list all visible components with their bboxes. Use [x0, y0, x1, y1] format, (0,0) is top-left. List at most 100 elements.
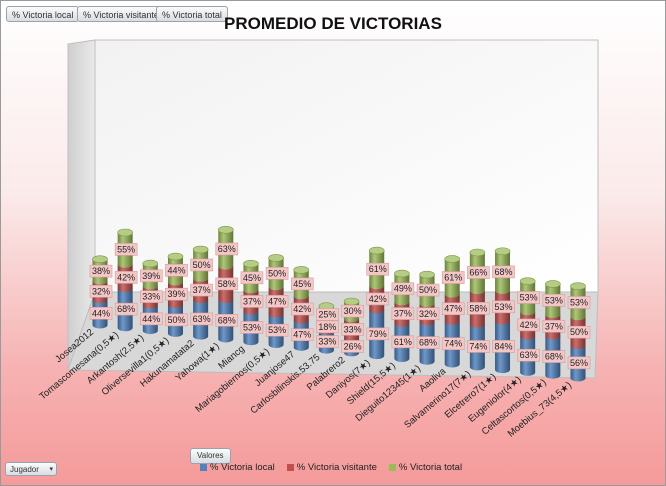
data-label: 37% — [193, 285, 211, 295]
data-label-box — [265, 323, 289, 337]
bar-group-12: 61% 37% 49% — [391, 269, 415, 362]
legend: % Victoria local % Victoria visitante % … — [200, 462, 462, 473]
data-label: 42% — [293, 304, 311, 314]
data-label-box — [517, 348, 540, 362]
data-label: 58% — [469, 303, 487, 313]
data-label: 68% — [218, 315, 236, 325]
bar-top-cap — [293, 266, 310, 274]
data-label-box — [140, 312, 163, 326]
data-label-box — [366, 262, 390, 276]
legend-label-total: % Victoria total — [398, 462, 463, 473]
bar-group-16: 84% 53% 68% — [492, 247, 515, 374]
data-label: 84% — [495, 341, 513, 351]
bar-group-14: 74% 47% 61% — [441, 255, 465, 368]
data-label: 63% — [193, 314, 211, 324]
bar-top-cap — [419, 270, 435, 279]
data-label-box — [416, 307, 440, 321]
bar-group-11: 79% 42% 61% — [366, 246, 390, 360]
chart-title: PROMEDIO DE VICTORIAS — [224, 14, 442, 33]
bar-group-4: 63% 37% 50% — [190, 245, 213, 340]
bar-group-9: 33% 18% 25% — [316, 302, 339, 354]
data-label-box — [290, 302, 314, 316]
data-label: 37% — [394, 309, 412, 319]
bar-group-3: 50% 39% 44% — [165, 252, 188, 337]
data-label: 50% — [570, 327, 588, 337]
bar-group-1: 68% 42% 55% — [114, 228, 138, 332]
data-label: 44% — [92, 308, 110, 318]
data-label-box — [265, 295, 289, 308]
data-label-box — [492, 300, 515, 314]
data-label-box — [114, 302, 138, 316]
data-label-box — [492, 340, 515, 353]
bar-top-cap — [217, 225, 234, 234]
bar-top-cap — [444, 255, 461, 263]
data-label: 32% — [419, 309, 437, 319]
data-label: 61% — [369, 264, 387, 274]
bar-group-2: 44% 33% 39% — [140, 259, 163, 335]
data-label: 30% — [344, 306, 362, 316]
data-label-box — [316, 320, 339, 334]
data-label-box — [517, 318, 540, 332]
data-label-box — [567, 356, 591, 370]
values-field-button[interactable]: Valores — [190, 448, 231, 464]
data-label: 38% — [92, 266, 110, 276]
data-label: 74% — [444, 339, 462, 349]
legend-label-local: % Victoria local — [210, 462, 275, 473]
data-label-box — [265, 267, 289, 280]
bar-top-cap — [343, 297, 360, 306]
bar-top-cap — [268, 254, 284, 262]
data-label-box — [542, 293, 566, 307]
data-label-box — [190, 258, 213, 272]
bar-top-cap — [394, 269, 410, 278]
data-label-box — [140, 290, 163, 303]
data-label-box — [542, 319, 566, 333]
data-label-box — [290, 328, 314, 342]
data-label: 50% — [268, 268, 286, 278]
bar-top-cap — [192, 245, 209, 254]
data-label: 61% — [394, 337, 412, 347]
filter-button-local[interactable]: % Victoria local — [6, 6, 80, 22]
data-label: 53% — [570, 297, 588, 307]
row-field-dropdown[interactable]: Jugador ▾ — [5, 462, 57, 476]
data-label: 53% — [268, 325, 286, 335]
data-label-box — [416, 283, 440, 297]
data-label-box — [542, 350, 566, 363]
data-label-box — [240, 321, 264, 334]
data-label-box — [467, 340, 490, 353]
data-label-box — [517, 291, 540, 304]
bar-top-cap — [368, 246, 385, 255]
data-label: 53% — [495, 302, 513, 312]
bar-group-0: 44% 32% 38% — [89, 255, 113, 329]
data-label-box — [140, 269, 163, 283]
bar-top-cap — [92, 255, 108, 263]
data-label-box — [366, 292, 390, 306]
bar-group-5: 68% 58% 63% — [215, 225, 239, 343]
legend-swatch-visitante — [286, 464, 294, 471]
bar-group-7: 53% 47% 50% — [265, 254, 289, 349]
data-label: 33% — [318, 337, 336, 347]
data-label-box — [441, 337, 465, 350]
data-label: 42% — [369, 294, 387, 304]
data-label-box — [165, 287, 188, 301]
row-field-label: Jugador — [10, 465, 39, 474]
data-label-box — [467, 302, 490, 315]
filter-button-total[interactable]: % Victoria total — [156, 6, 228, 22]
data-label: 74% — [469, 341, 487, 351]
data-label: 63% — [218, 244, 236, 254]
data-label-box — [441, 271, 465, 284]
data-label-box — [467, 266, 490, 279]
data-label-box — [316, 308, 339, 321]
bar-top-cap — [494, 247, 511, 256]
data-label: 45% — [293, 279, 311, 289]
data-label-box — [89, 306, 113, 320]
bar-top-cap — [167, 252, 184, 261]
data-label-box — [114, 271, 138, 284]
data-label: 58% — [218, 279, 236, 289]
bar-group-19: 56% 50% 53% — [567, 282, 591, 382]
data-label: 47% — [444, 304, 462, 314]
data-label: 42% — [520, 320, 538, 330]
data-label-box — [215, 242, 239, 256]
data-label: 47% — [268, 296, 286, 306]
data-label-box — [215, 314, 239, 327]
